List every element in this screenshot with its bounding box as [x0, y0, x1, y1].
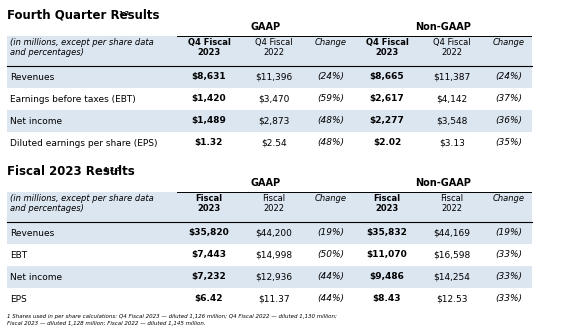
Text: (19%): (19%) [317, 228, 344, 238]
Text: $1,420: $1,420 [192, 94, 226, 104]
Text: Net income: Net income [10, 117, 62, 126]
Text: (in millions, except per share data
and percentages): (in millions, except per share data and … [10, 38, 153, 57]
Text: (50%): (50%) [317, 251, 344, 260]
Text: $6.42: $6.42 [195, 294, 223, 304]
Bar [7, 88, 533, 110]
Text: Non-GAAP: Non-GAAP [415, 178, 471, 188]
Text: EPS: EPS [10, 294, 27, 304]
Text: $12,936: $12,936 [256, 272, 293, 281]
Bar [7, 36, 533, 66]
Text: $14,254: $14,254 [433, 272, 470, 281]
Text: Q4 Fiscal
2022: Q4 Fiscal 2022 [255, 38, 293, 57]
Text: $35,820: $35,820 [189, 228, 230, 238]
Text: EBT: EBT [10, 251, 27, 260]
Text: (33%): (33%) [495, 251, 522, 260]
Text: $11,396: $11,396 [256, 72, 293, 81]
Text: $7,443: $7,443 [192, 251, 227, 260]
Text: GAAP: GAAP [250, 178, 280, 188]
Text: $44,200: $44,200 [256, 228, 293, 238]
Text: $2,277: $2,277 [369, 117, 404, 126]
Text: $3.13: $3.13 [439, 138, 465, 147]
Text: Revenues: Revenues [10, 228, 54, 238]
Text: $35,832: $35,832 [366, 228, 407, 238]
Text: $16,598: $16,598 [433, 251, 471, 260]
Text: (59%): (59%) [317, 94, 344, 104]
Text: 1,2,3: 1,2,3 [103, 167, 121, 172]
Text: $44,169: $44,169 [433, 228, 470, 238]
Text: (24%): (24%) [495, 72, 522, 81]
Text: $1,489: $1,489 [192, 117, 226, 126]
Text: (24%): (24%) [317, 72, 344, 81]
Text: (44%): (44%) [317, 272, 344, 281]
Text: $12.53: $12.53 [436, 294, 468, 304]
Text: Diluted earnings per share (EPS): Diluted earnings per share (EPS) [10, 138, 158, 147]
Bar [7, 66, 533, 88]
Text: Fiscal
2023: Fiscal 2023 [373, 194, 400, 213]
Text: (35%): (35%) [495, 138, 522, 147]
Text: $1.32: $1.32 [195, 138, 223, 147]
Text: (48%): (48%) [317, 138, 344, 147]
Text: Q4 Fiscal
2022: Q4 Fiscal 2022 [433, 38, 471, 57]
Text: (33%): (33%) [495, 294, 522, 304]
Text: $2.02: $2.02 [373, 138, 401, 147]
Text: Fourth Quarter Results: Fourth Quarter Results [7, 9, 159, 22]
Text: 1 Shares used in per share calculations: Q4 Fiscal 2023 — diluted 1,126 million;: 1 Shares used in per share calculations:… [7, 314, 337, 319]
Text: Earnings before taxes (EBT): Earnings before taxes (EBT) [10, 94, 136, 104]
Text: Net income: Net income [10, 272, 62, 281]
Bar [7, 288, 533, 310]
Text: $4,142: $4,142 [436, 94, 467, 104]
Text: $2,617: $2,617 [370, 94, 404, 104]
Text: Q4 Fiscal
2023: Q4 Fiscal 2023 [365, 38, 409, 57]
Text: $2.54: $2.54 [261, 138, 287, 147]
Text: $3,548: $3,548 [436, 117, 467, 126]
Bar [7, 132, 533, 154]
Text: $11,070: $11,070 [366, 251, 407, 260]
Text: Revenues: Revenues [10, 72, 54, 81]
Text: (19%): (19%) [495, 228, 522, 238]
Text: (44%): (44%) [317, 294, 344, 304]
Text: Change: Change [492, 38, 524, 47]
Text: $2,873: $2,873 [258, 117, 290, 126]
Text: Change: Change [314, 38, 346, 47]
Text: (33%): (33%) [495, 272, 522, 281]
Bar [7, 222, 533, 244]
Text: Fiscal 2023 — diluted 1,128 million; Fiscal 2022 — diluted 1,145 million.: Fiscal 2023 — diluted 1,128 million; Fis… [7, 321, 205, 326]
Text: $11,387: $11,387 [433, 72, 471, 81]
Text: Non-GAAP: Non-GAAP [415, 22, 471, 32]
Bar [7, 244, 533, 266]
Text: GAAP: GAAP [250, 22, 280, 32]
Text: (37%): (37%) [495, 94, 522, 104]
Text: Change: Change [314, 194, 346, 203]
Bar [7, 266, 533, 288]
Text: $8,631: $8,631 [192, 72, 226, 81]
Text: $9,486: $9,486 [369, 272, 404, 281]
Text: Q4 Fiscal
2023: Q4 Fiscal 2023 [188, 38, 230, 57]
Bar [7, 110, 533, 132]
Text: (48%): (48%) [317, 117, 344, 126]
Text: $14,998: $14,998 [256, 251, 293, 260]
Text: $7,232: $7,232 [192, 272, 226, 281]
Bar [7, 192, 533, 222]
Text: $8.43: $8.43 [373, 294, 401, 304]
Text: 1,2: 1,2 [118, 11, 129, 16]
Text: $8,665: $8,665 [370, 72, 404, 81]
Text: Fiscal
2022: Fiscal 2022 [263, 194, 286, 213]
Text: (in millions, except per share data
and percentages): (in millions, except per share data and … [10, 194, 153, 213]
Text: Change: Change [492, 194, 524, 203]
Text: (36%): (36%) [495, 117, 522, 126]
Text: Fiscal
2022: Fiscal 2022 [440, 194, 463, 213]
Text: Fiscal 2023 Results: Fiscal 2023 Results [7, 165, 135, 178]
Text: Fiscal
2023: Fiscal 2023 [196, 194, 223, 213]
Text: $11.37: $11.37 [258, 294, 290, 304]
Text: $3,470: $3,470 [258, 94, 290, 104]
